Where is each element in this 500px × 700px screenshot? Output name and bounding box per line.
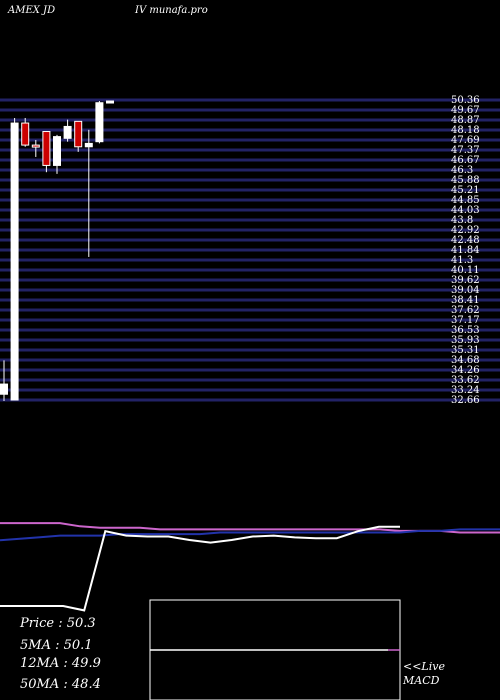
y-tick-label: 34.68 <box>451 355 480 366</box>
candle-body <box>106 100 114 104</box>
y-tick-label: 47.69 <box>451 135 480 146</box>
candle-body <box>10 122 19 401</box>
stat-price: Price : 50.3 <box>20 616 96 631</box>
y-tick-label: 37.17 <box>451 315 480 326</box>
stat-12ma-value: : 49.9 <box>63 656 101 671</box>
y-tick-label: 41.3 <box>451 255 473 266</box>
y-tick-label: 35.93 <box>451 335 480 346</box>
candle-body <box>0 383 8 395</box>
y-tick-label: 46.3 <box>451 165 473 176</box>
stat-50ma-label: 50MA <box>20 677 60 692</box>
y-tick-label: 39.04 <box>451 285 480 296</box>
live-label: <<Live <box>403 660 445 673</box>
y-tick-label: 43.8 <box>451 215 473 226</box>
y-tick-label: 44.85 <box>451 195 480 206</box>
candle-body <box>42 131 51 166</box>
y-tick-label: 40.11 <box>451 265 480 276</box>
candle-body <box>53 136 61 166</box>
gridlines <box>0 98 500 402</box>
y-tick-label: 47.37 <box>451 145 480 156</box>
y-tick-label: 45.21 <box>451 185 480 196</box>
y-tick-label: 38.41 <box>451 295 480 306</box>
site-label: IV munafa.pro <box>135 5 208 16</box>
ma-line-12ma <box>0 528 500 542</box>
stat-12ma-label: 12MA <box>20 656 60 671</box>
y-tick-label: 42.48 <box>451 235 480 246</box>
candle-body <box>63 125 72 139</box>
y-tick-label: 49.67 <box>451 105 480 116</box>
candle-body <box>74 120 83 148</box>
candle-body <box>95 102 104 143</box>
candle-body <box>31 144 40 148</box>
stat-5ma-label: 5MA <box>20 638 51 653</box>
y-tick-label: 35.31 <box>451 345 480 356</box>
y-tick-label: 33.62 <box>451 375 480 386</box>
macd-label: MACD <box>403 674 440 687</box>
y-tick-label: 44.03 <box>451 205 480 216</box>
y-tick-label: 37.62 <box>451 305 480 316</box>
stat-price-value: : 50.3 <box>58 616 96 631</box>
moving-averages <box>0 522 500 542</box>
macd-line <box>0 525 400 612</box>
y-tick-label: 50.36 <box>451 95 480 106</box>
y-tick-label: 39.62 <box>451 275 480 286</box>
stat-50ma-value: : 48.4 <box>63 677 101 692</box>
y-tick-label: 36.53 <box>451 325 480 336</box>
y-tick-label: 48.87 <box>451 115 480 126</box>
y-tick-label: 34.26 <box>451 365 480 376</box>
candlesticks <box>0 100 114 402</box>
candle-body <box>84 142 93 148</box>
y-tick-label: 33.24 <box>451 385 480 396</box>
y-tick-label: 41.84 <box>451 245 480 256</box>
y-tick-label: 42.92 <box>451 225 480 236</box>
stat-50ma: 50MA : 48.4 <box>20 677 101 692</box>
y-tick-label: 45.88 <box>451 175 480 186</box>
y-tick-label: 32.66 <box>451 395 480 406</box>
y-axis-labels: 50.3649.6748.8748.1847.6947.3746.6746.34… <box>451 95 480 406</box>
symbol-label: AMEX JD <box>8 5 56 16</box>
stat-5ma-value: : 50.1 <box>55 638 93 653</box>
macd-line-group <box>0 525 400 612</box>
y-tick-label: 46.67 <box>451 155 480 166</box>
y-tick-label: 48.18 <box>451 125 480 136</box>
stat-5ma: 5MA : 50.1 <box>20 638 93 653</box>
stat-12ma: 12MA : 49.9 <box>20 656 101 671</box>
stat-price-label: Price <box>20 616 55 631</box>
candle-body <box>21 122 30 146</box>
